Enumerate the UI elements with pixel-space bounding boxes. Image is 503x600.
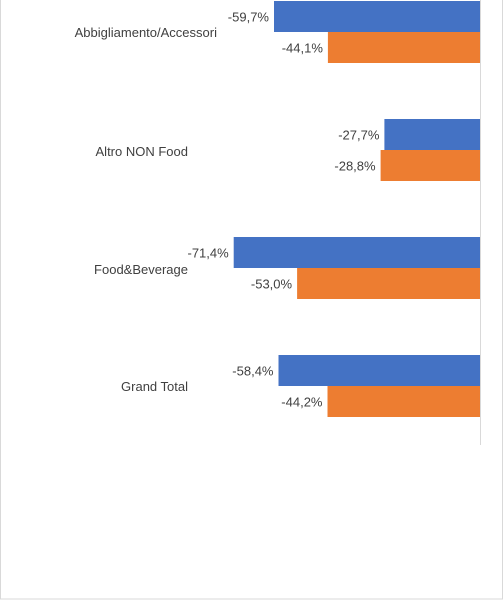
data-label: -28,8% <box>334 159 376 174</box>
bars-layer <box>233 1 480 417</box>
category-labels-layer: Abbigliamento/Accessori Altro NON Food Foo… <box>75 25 217 394</box>
data-label: -44,2% <box>281 395 323 410</box>
bar <box>274 1 480 32</box>
data-label: -27,7% <box>338 128 380 143</box>
bar <box>384 119 480 150</box>
category-label: Altro NON Food <box>96 144 188 159</box>
labels-layer: -59,7% -44,1% -27,7% -28,8% -71,4% -53,0% -58,… <box>187 10 379 410</box>
bar <box>278 355 480 386</box>
data-label: -59,7% <box>228 10 270 25</box>
bar <box>297 268 480 299</box>
category-label: Food&Beverage <box>94 262 188 277</box>
bar <box>233 237 480 268</box>
bar <box>327 32 480 63</box>
category-label: Grand Total <box>121 379 188 394</box>
data-label: -53,0% <box>251 277 293 292</box>
category-label: Abbigliamento/Accessori <box>75 25 217 40</box>
data-label: -71,4% <box>187 246 229 261</box>
bar <box>380 150 480 181</box>
data-label: -58,4% <box>232 364 274 379</box>
data-label: -44,1% <box>282 41 324 56</box>
bar <box>327 386 480 417</box>
